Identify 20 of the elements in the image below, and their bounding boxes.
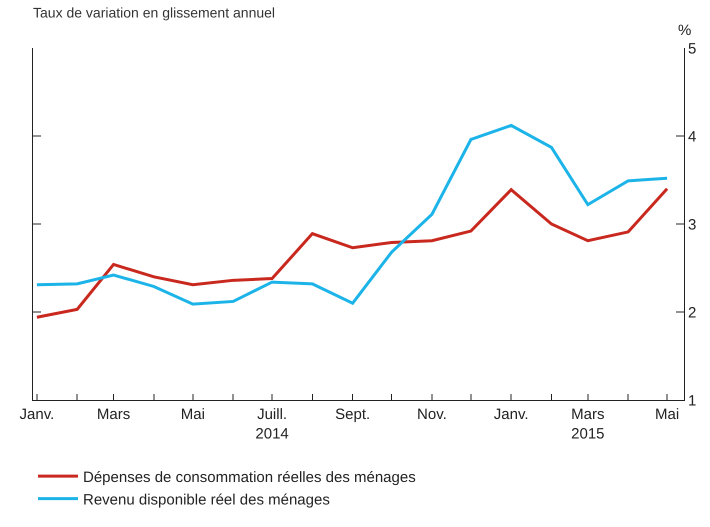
x-tick-label: Juill. 2014 [255,406,289,442]
x-tick-label: Mars [96,406,130,423]
y-tick-label: 4 [688,128,696,146]
line-series [35,124,669,306]
x-tick-label: Janv. [20,406,54,423]
x-tick-label: Mars 2015 [571,406,605,442]
x-tick-label: Janv. [494,406,529,423]
y-tick-label: 1 [688,392,696,410]
y-tick-label: 3 [688,216,696,234]
x-tick-label: Mai [180,406,205,423]
x-tick-label: Mai [655,406,680,423]
legend-label: Revenu disponible réel des ménages [83,491,330,508]
legend-label: Dépenses de consommation réelles des ménages [83,468,416,486]
x-tick-label: Sept. [335,406,370,423]
line-series [35,187,669,319]
y-tick-label: 5 [688,40,696,58]
y-tick-label: 2 [688,304,696,322]
x-tick-label: Nov. [417,406,447,423]
chart-title: Taux de variation en glissement annuel [33,4,276,21]
y-axis-title: % [678,22,692,39]
